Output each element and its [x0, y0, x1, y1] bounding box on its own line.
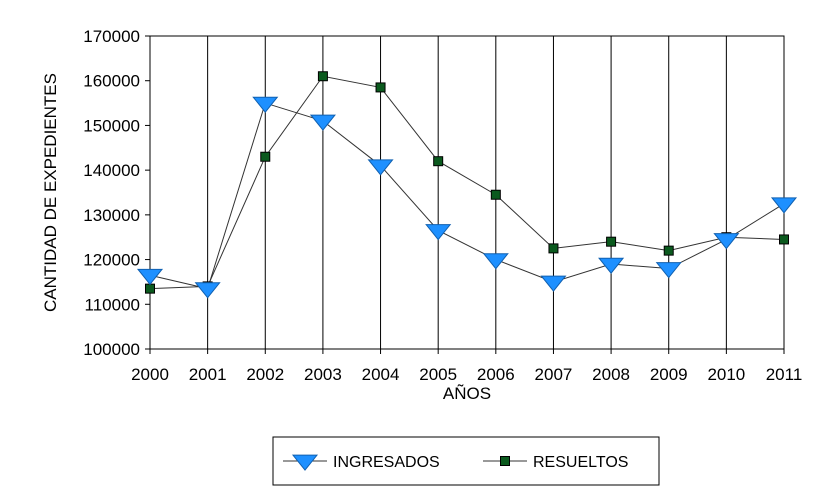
data-point-ingresados — [252, 96, 279, 113]
plot-border — [149, 35, 785, 350]
x-tick-label: 2001 — [189, 365, 227, 384]
data-point-ingresados — [482, 253, 509, 270]
data-point-resueltos — [433, 156, 444, 167]
legend-box — [272, 436, 660, 486]
legend-marker-ingresados — [291, 454, 319, 471]
data-point-ingresados — [136, 268, 164, 286]
legend-marker-resueltos — [500, 456, 510, 466]
y-tick-label: 170000 — [83, 27, 140, 46]
plot-area — [149, 35, 785, 350]
series-line-resueltos — [149, 75, 785, 290]
x-tick-label: 2000 — [131, 365, 169, 384]
y-tick-label: 120000 — [83, 251, 140, 270]
legend-label-ingresados: INGRESADOS — [333, 454, 440, 471]
data-point-resueltos — [606, 236, 617, 247]
x-tick-label: 2002 — [246, 365, 284, 384]
data-point-resueltos — [260, 151, 271, 162]
data-point-resueltos — [317, 71, 328, 82]
data-point-ingresados — [655, 262, 682, 279]
y-tick-label: 160000 — [83, 72, 140, 91]
x-tick-label: 2007 — [535, 365, 573, 384]
y-tick-label: 110000 — [85, 295, 140, 314]
data-point-resueltos — [779, 234, 789, 245]
x-tick-label: 2009 — [650, 365, 688, 384]
y-tick-label: 150000 — [83, 116, 140, 135]
y-tick-label: 100000 — [83, 340, 140, 359]
x-axis-ticks: 2000 2001 2002 2003 2004 2005 2006 2007 2008 2009… — [131, 349, 802, 384]
x-tick-label: 2005 — [419, 365, 457, 384]
x-tick-label: 2003 — [304, 365, 342, 384]
y-tick-label: 140000 — [83, 161, 140, 180]
data-point-ingresados — [367, 159, 394, 176]
data-point-ingresados — [713, 233, 740, 250]
y-tick-label: 130000 — [83, 206, 140, 225]
x-axis-title: AÑOS — [443, 384, 491, 403]
series-markers — [136, 71, 798, 299]
x-tick-label: 2011 — [766, 365, 803, 384]
data-point-resueltos — [145, 283, 155, 294]
data-point-ingresados — [540, 275, 567, 292]
data-point-ingresados — [425, 224, 452, 241]
y-axis-title: CANTIDAD DE EXPEDIENTES — [41, 73, 60, 312]
data-point-resueltos — [490, 189, 501, 200]
data-point-ingresados — [309, 114, 336, 131]
x-tick-label: 2010 — [707, 365, 745, 384]
y-axis-ticks: 100000 110000 120000 130000 140000 150000 1600… — [83, 27, 150, 359]
data-point-resueltos — [548, 243, 559, 254]
x-tick-label: 2004 — [362, 365, 400, 384]
legend: INGRESADOS RESUELTOS — [272, 436, 660, 486]
x-tick-label: 2006 — [477, 365, 515, 384]
data-point-ingresados — [770, 197, 798, 214]
x-tick-label: 2008 — [592, 365, 630, 384]
data-point-ingresados — [194, 282, 221, 299]
data-point-ingresados — [598, 257, 625, 274]
legend-label-resueltos: RESUELTOS — [533, 454, 628, 471]
data-point-resueltos — [663, 245, 674, 256]
data-point-resueltos — [375, 82, 386, 93]
